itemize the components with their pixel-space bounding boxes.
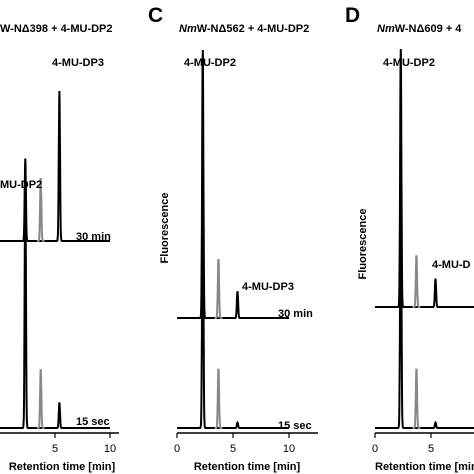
panel-d-title-rest: W-NΔ609 + 4 <box>395 23 463 35</box>
trace-15-sec <box>0 171 110 429</box>
panel-c-title: NmW-NΔ562 + 4-MU-DP2 <box>179 23 309 35</box>
peak-15-sec-1 <box>36 369 45 429</box>
panel-c-letter: C <box>148 4 163 27</box>
trace-30-min <box>375 48 474 308</box>
panel-d-annotation-dp2: 4-MU-DP2 <box>383 57 435 69</box>
trace-30-min <box>0 90 110 242</box>
x-tick-label-10: 10 <box>283 443 295 455</box>
panel-b: W-NΔ398 + 4-MU-DP2 5 10 4-MU-DP3 MU-DP2 3… <box>0 23 119 473</box>
panel-d-letter: D <box>345 4 360 27</box>
panel-c-traces <box>177 49 289 429</box>
panel-d-traces <box>375 48 474 429</box>
x-tick-label-5: 5 <box>230 443 236 455</box>
panel-b-x-axis-title: Retention time [min] <box>9 461 116 473</box>
panel-b-annotation-dp2: MU-DP2 <box>0 179 42 191</box>
x-tick-label-5: 5 <box>52 443 58 455</box>
peak-15-sec-1 <box>412 368 421 429</box>
trace-15-sec <box>375 157 474 429</box>
panel-b-trace-label-15sec: 15 sec <box>76 416 110 428</box>
x-tick-label-0: 0 <box>174 443 180 455</box>
peak-15-sec-1 <box>214 368 223 429</box>
panel-d-y-axis-title: Fluorescence <box>357 209 369 280</box>
trace-15-sec <box>177 157 289 429</box>
panel-d-annotation-dp3-partial: 4-MU-D <box>432 259 471 271</box>
peak-30-min-1 <box>412 255 421 308</box>
panel-b-x-ticks: 5 10 <box>52 433 116 455</box>
panel-c-annotation-dp3: 4-MU-DP3 <box>242 281 294 293</box>
panel-c-title-prefix: Nm <box>179 23 197 35</box>
panel-c: C NmW-NΔ562 + 4-MU-DP2 Fluorescence 0 5 10… <box>148 4 318 473</box>
panel-c-trace-label-15sec: 15 sec <box>278 420 312 432</box>
panel-d-title-prefix: Nm <box>377 23 395 35</box>
panel-c-title-rest: W-NΔ562 + 4-MU-DP2 <box>197 23 310 35</box>
x-tick-label-5: 5 <box>428 443 434 455</box>
panel-c-annotation-dp2: 4-MU-DP2 <box>184 57 236 69</box>
panel-d-x-axis-title: Retention time [min <box>375 461 474 473</box>
panel-c-x-axis-title: Retention time [min] <box>194 461 301 473</box>
x-tick-label-10: 10 <box>104 443 116 455</box>
panel-b-annotation-dp3: 4-MU-DP3 <box>52 57 104 69</box>
peak-30-min-1 <box>214 259 223 319</box>
panel-b-title: W-NΔ398 + 4-MU-DP2 <box>0 23 113 35</box>
panel-b-trace-label-30min: 30 min <box>76 231 111 243</box>
x-tick-label-0: 0 <box>372 443 378 455</box>
peak-30-min-1 <box>36 178 45 242</box>
trace-30-min <box>177 49 289 319</box>
panel-d-title: NmW-NΔ609 + 4 <box>377 23 462 35</box>
panel-c-x-ticks: 0 5 10 <box>174 433 295 455</box>
panel-c-y-axis-title: Fluorescence <box>159 193 171 264</box>
panel-c-trace-label-30min: 30 min <box>278 308 313 320</box>
panel-b-traces <box>0 90 110 429</box>
